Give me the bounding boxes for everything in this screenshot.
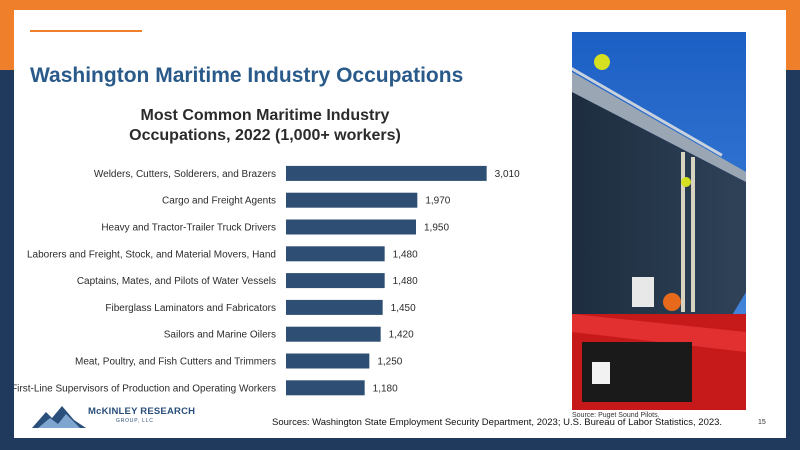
bar-chart: Welders, Cutters, Solderers, and Brazers… [14, 165, 520, 396]
value-label: 1,450 [391, 303, 416, 314]
value-label: 1,480 [393, 249, 418, 260]
bar [286, 299, 383, 315]
bar [286, 246, 385, 262]
ship-photo-illustration [572, 32, 746, 410]
logo-subtitle: GROUP, LLC [116, 418, 154, 424]
photo-source-caption: Source: Puget Sound Pilots. [572, 412, 660, 419]
value-label: 1,180 [373, 383, 398, 394]
category-label: Cargo and Freight Agents [162, 196, 276, 207]
category-label: Sailors and Marine Oilers [164, 330, 276, 341]
title-accent-line [30, 30, 142, 32]
value-label: 1,950 [424, 223, 449, 234]
value-label: 1,420 [389, 330, 414, 341]
mountain-logo-icon [32, 406, 86, 428]
bar [286, 165, 487, 181]
bar [286, 219, 416, 235]
bar [286, 380, 365, 396]
category-label: Laborers and Freight, Stock, and Materia… [27, 249, 276, 260]
value-label: 1,970 [425, 196, 450, 207]
sources-footnote: Sources: Washington State Employment Sec… [272, 417, 723, 428]
chart-title-line-1: Most Common Maritime Industry [140, 107, 390, 124]
category-label: Heavy and Tractor-Trailer Truck Drivers [101, 223, 276, 234]
slide-title: Washington Maritime Industry Occupations [30, 64, 464, 87]
category-label: Meat, Poultry, and Fish Cutters and Trim… [75, 357, 276, 368]
company-logo: McKINLEY RESEARCH GROUP, LLC [32, 404, 202, 434]
chart-title: Most Common Maritime Industry Occupation… [120, 106, 410, 146]
logo-name: McKINLEY RESEARCH [88, 406, 196, 417]
category-label: Welders, Cutters, Solderers, and Brazers [94, 169, 276, 180]
bar [286, 273, 385, 289]
category-label: Fiberglass Laminators and Fabricators [105, 303, 276, 314]
slide-canvas: Washington Maritime Industry Occupations… [14, 10, 786, 438]
bar [286, 192, 418, 208]
chart-title-line-2: Occupations, 2022 (1,000+ workers) [129, 127, 401, 144]
value-label: 3,010 [495, 169, 520, 180]
left-navy-band [0, 70, 14, 450]
ship-photo [572, 32, 746, 410]
category-label: Captains, Mates, and Pilots of Water Ves… [77, 276, 276, 287]
value-label: 1,250 [377, 357, 402, 368]
bar [286, 353, 370, 369]
category-label: First-Line Supervisors of Production and… [14, 383, 276, 394]
bar [286, 326, 381, 342]
page-number: 15 [758, 419, 766, 426]
value-label: 1,480 [393, 276, 418, 287]
